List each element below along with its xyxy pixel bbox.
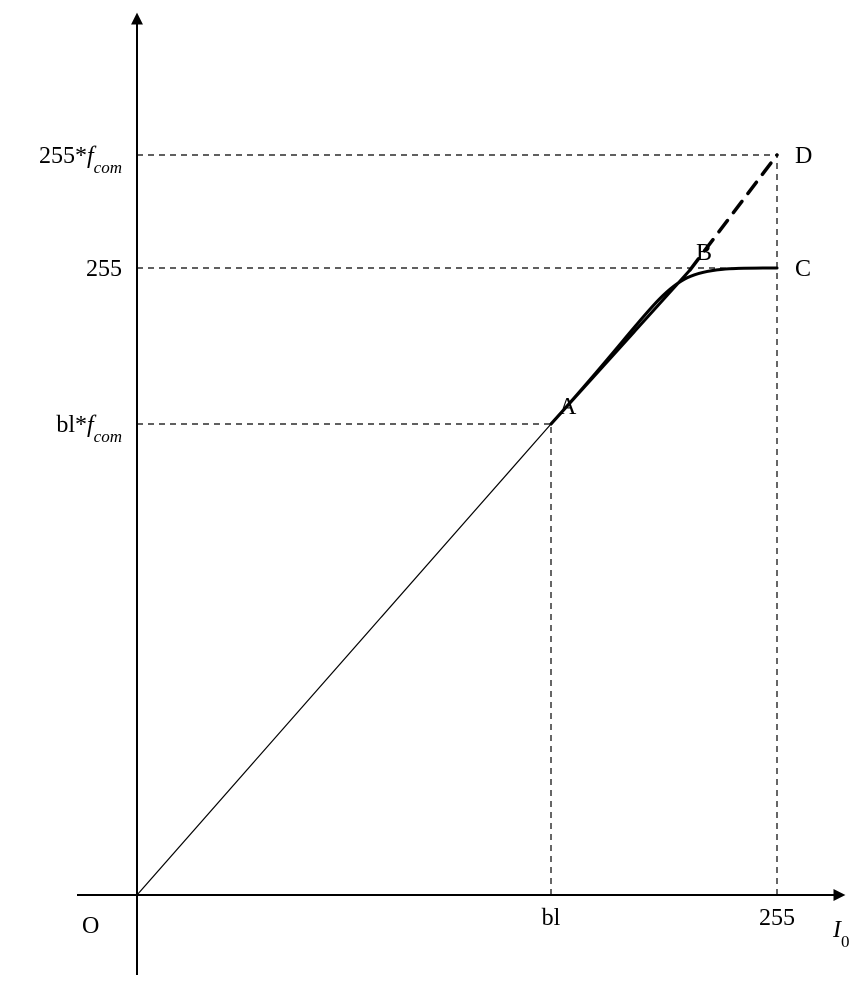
- svg-text:A: A: [559, 394, 577, 420]
- svg-text:255: 255: [759, 905, 795, 931]
- svg-text:bl: bl: [542, 905, 561, 931]
- svg-text:D: D: [795, 143, 812, 169]
- svg-text:B: B: [696, 240, 712, 266]
- chart-svg: Obl255I0bl*fcom255255*fcomABCD: [0, 0, 867, 1000]
- chart-container: Obl255I0bl*fcom255255*fcomABCD: [0, 0, 867, 1000]
- svg-text:O: O: [82, 913, 99, 939]
- svg-text:255: 255: [86, 256, 122, 282]
- svg-text:C: C: [795, 256, 811, 282]
